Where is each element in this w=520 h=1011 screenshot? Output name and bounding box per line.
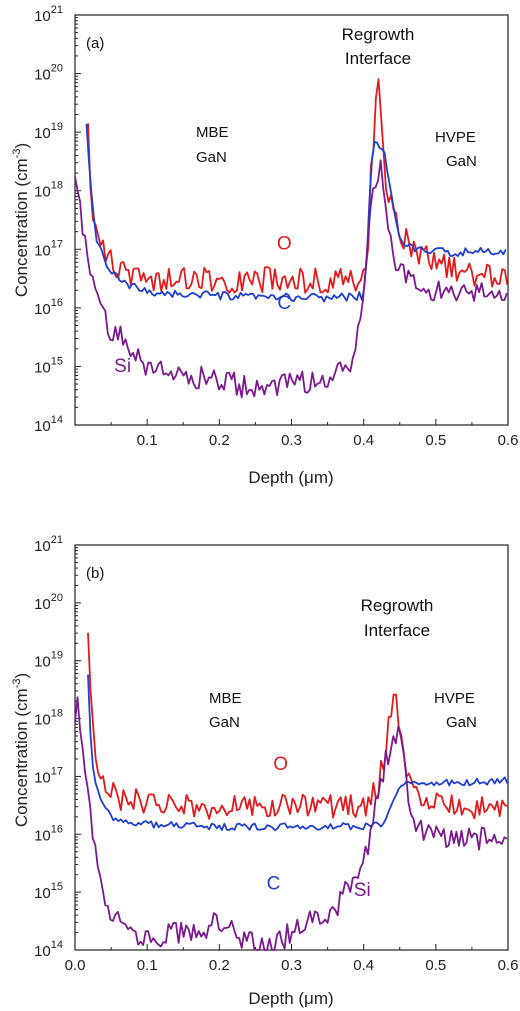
panel-a-y-tick-label: 1015 (34, 355, 63, 376)
panel-b: 0.0 0.1 0.2 0.3 0.4 0.5 0.6 101410151016101710… (11, 534, 518, 1008)
panel-b-x-tick-label: 0.6 (498, 957, 519, 974)
panel-b-y-title-end: ) (12, 673, 31, 679)
panel-a-x-tick-label: 0.3 (281, 432, 302, 449)
panel-b-x-tick-label: 0.3 (281, 957, 302, 974)
panel-a-mbe-label-line2: GaN (196, 149, 227, 166)
panel-a-y-tick-label: 1014 (34, 414, 63, 435)
panel-a-series-si-line (74, 159, 508, 399)
panel-b-series-o-line (87, 632, 508, 820)
panel-a-plot-frame (74, 14, 509, 426)
panel-b-x-axis: 0.0 0.1 0.2 0.3 0.4 0.5 0.6 (65, 944, 519, 974)
panel-a-series-o-line (87, 78, 509, 294)
panel-a-series-c-line (85, 124, 507, 303)
panel-b-series-si-label: Si (354, 880, 371, 901)
panel-b-y-tick-label: 1016 (34, 823, 63, 844)
panel-a-regrowth-label-line1: Regrowth (342, 25, 415, 44)
panel-a-label: (a) (86, 35, 104, 52)
panel-b-y-tick-label: 1018 (34, 708, 63, 729)
panel-a-x-tick-label: 0.6 (498, 432, 519, 449)
panel-a-mbe-label-line1: MBE (196, 124, 229, 141)
panel-b-hvpe-label-line2: GaN (446, 714, 477, 731)
panel-a-y-tick-label: 1021 (34, 4, 63, 25)
panel-a-y-tick-label: 1016 (34, 297, 63, 318)
panel-b-mbe-label-line1: MBE (209, 690, 242, 707)
panel-a-y-tick-label: 1020 (34, 63, 63, 84)
panel-a-x-tick-label: 0.4 (353, 432, 374, 449)
panel-b-y-tick-label: 1021 (34, 534, 63, 555)
panel-a-y-title-main: Concentration (cm (12, 158, 31, 297)
panel-b-y-tick-label: 1015 (34, 881, 63, 902)
panel-a-hvpe-label-line1: HVPE (435, 129, 476, 146)
panel-a-series-si-label: Si (114, 356, 131, 377)
panel-a-x-tick-label: 0.1 (137, 432, 158, 449)
panel-b-y-tick-label: 1019 (34, 650, 63, 671)
panel-b-y-tick-label: 1014 (34, 939, 63, 960)
panel-b-y-title-main: Concentration (cm (12, 688, 31, 827)
panel-b-x-tick-label: 0.4 (353, 957, 374, 974)
panel-a-x-axis-title: Depth (μm) (248, 468, 333, 487)
panel-a-series-c-label: C (277, 293, 291, 314)
panel-b-mbe-label-line2: GaN (209, 714, 240, 731)
panel-a-series-group: O C Si (74, 78, 509, 399)
panel-a: 0.1 0.2 0.3 0.4 0.5 0.6 101410151016101710181… (11, 4, 518, 487)
panel-a-x-tick-label: 0.5 (425, 432, 446, 449)
panel-b-series-group: O C Si (74, 632, 509, 951)
panel-a-y-tick-label: 1019 (34, 121, 63, 142)
panel-a-hvpe-label-line2: GaN (446, 153, 477, 170)
panel-b-series-c-line (87, 674, 509, 832)
panel-b-x-axis-title: Depth (μm) (248, 989, 333, 1008)
panel-a-x-axis: 0.1 0.2 0.3 0.4 0.5 0.6 (110, 419, 519, 449)
panel-b-y-axis-title: Concentration (cm-3) (11, 673, 31, 827)
panel-b-y-title-sup: -3 (11, 679, 23, 689)
panel-a-y-axis: 1014 1015 1016 1017 1018 1019 1020 1021 (34, 4, 81, 435)
panel-b-label: (b) (86, 565, 104, 582)
panel-b-series-o-label: O (273, 754, 288, 775)
panel-a-y-tick-label: 1018 (34, 180, 63, 201)
panel-b-x-tick-label: 0.1 (137, 957, 158, 974)
panel-a-regrowth-label-line2: Interface (345, 49, 411, 68)
panel-a-y-title-sup: -3 (11, 149, 23, 159)
panel-b-y-axis: 1014 1015 1016 1017 1018 1019 1020 1021 (34, 534, 81, 960)
panel-b-plot-frame (74, 544, 509, 951)
panel-b-regrowth-label-line2: Interface (364, 621, 430, 640)
panel-b-hvpe-label-line1: HVPE (434, 690, 475, 707)
panel-b-series-si-line (74, 696, 508, 951)
panel-a-series-o-label: O (277, 233, 292, 254)
panel-b-x-tick-label: 0.5 (425, 957, 446, 974)
panel-b-y-tick-label: 1017 (34, 765, 63, 786)
panel-a-y-axis-title: Concentration (cm-3) (11, 143, 31, 297)
panel-a-y-title-end: ) (12, 143, 31, 149)
panel-b-x-tick-label: 0.0 (65, 957, 86, 974)
panel-a-y-tick-label: 1017 (34, 238, 63, 259)
panel-b-x-tick-label: 0.2 (209, 957, 230, 974)
panel-b-regrowth-label-line1: Regrowth (361, 596, 434, 615)
panel-a-x-tick-label: 0.2 (209, 432, 230, 449)
panel-b-y-tick-label: 1020 (34, 592, 63, 613)
panel-b-series-c-label: C (267, 874, 281, 895)
